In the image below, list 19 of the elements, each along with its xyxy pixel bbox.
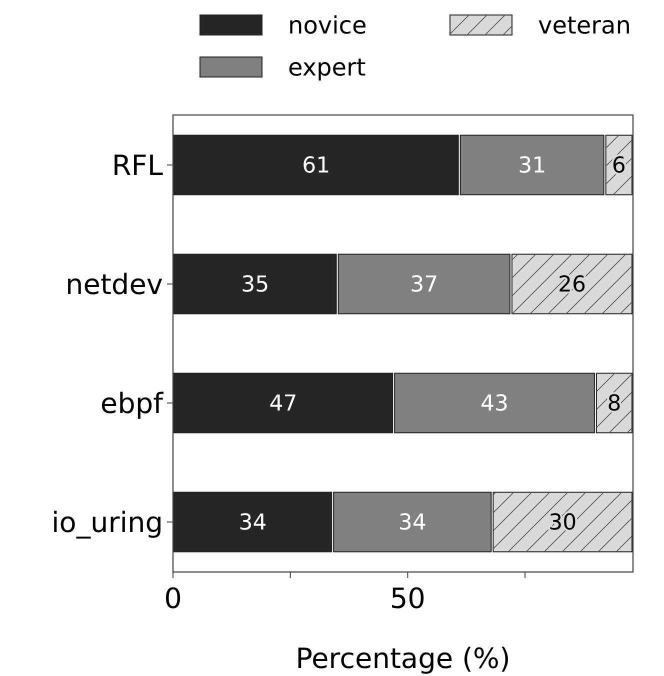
data-label: 8	[607, 392, 622, 417]
data-label: 34	[398, 510, 426, 536]
legend-label: veteran	[538, 11, 631, 40]
legend-label: expert	[288, 53, 366, 82]
data-label: 35	[241, 272, 270, 298]
y-tick-label: netdev	[65, 268, 163, 301]
y-tick-label: io_uring	[52, 506, 163, 539]
y-tick-label: ebpf	[100, 386, 164, 420]
data-label: 37	[410, 272, 438, 298]
data-label: 31	[518, 154, 546, 179]
data-label: 43	[480, 392, 509, 417]
x-tick-label: 0	[164, 582, 182, 615]
x-tick-label: 50	[390, 582, 426, 615]
x-axis-title: Percentage (%)	[296, 642, 510, 675]
legend-label: novice	[288, 11, 367, 40]
data-label: 47	[269, 392, 298, 417]
data-label: 61	[302, 154, 330, 179]
y-tick-label: RFL	[112, 148, 164, 182]
data-label: 34	[238, 510, 267, 536]
